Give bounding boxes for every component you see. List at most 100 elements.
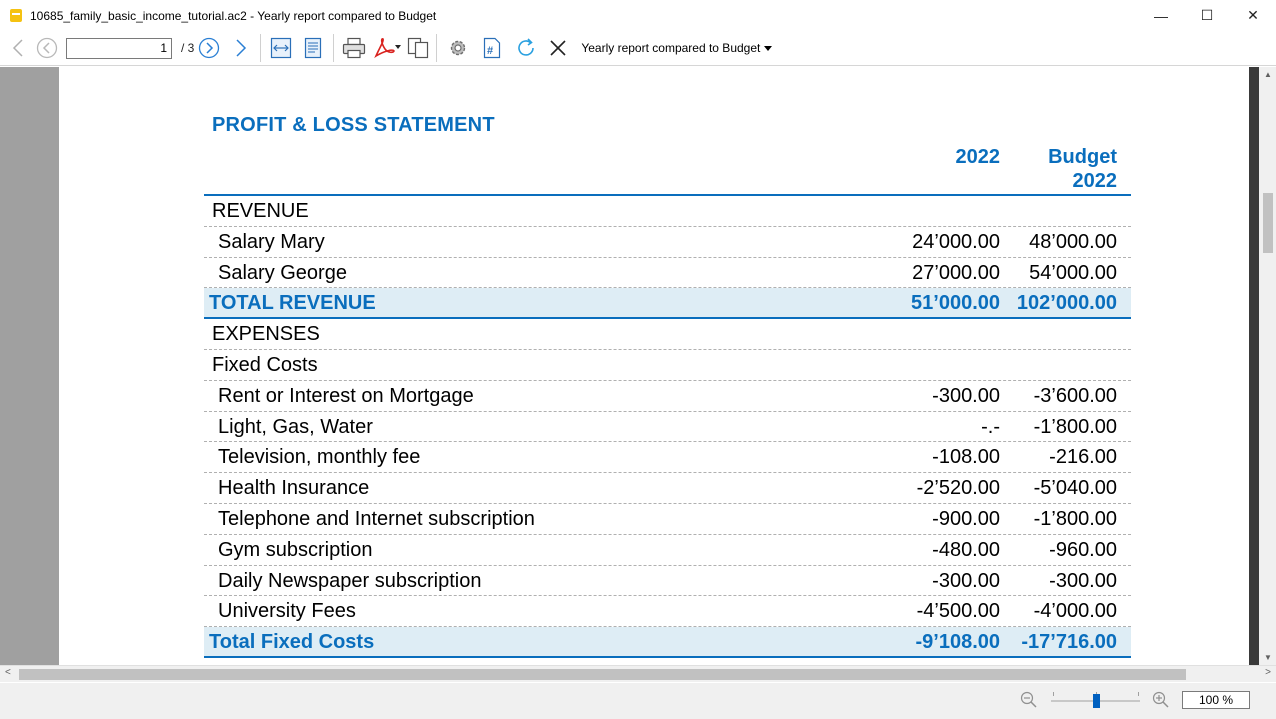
report-viewport[interactable]: PROFIT & LOSS STATEMENT 2022 Budget 2022…: [0, 67, 1276, 665]
row-label: REVENUE: [212, 200, 309, 222]
zoom-slider-thumb[interactable]: [1093, 694, 1100, 708]
row-label: Fixed Costs: [212, 353, 318, 376]
pdf-export-button[interactable]: [370, 33, 404, 63]
print-icon: [343, 37, 366, 59]
row-value-budget: 54’000.00: [1029, 261, 1117, 284]
minimize-button[interactable]: —: [1154, 7, 1168, 24]
toolbar-separator: [260, 34, 262, 62]
close-report-button[interactable]: [543, 33, 573, 63]
refresh-icon: [518, 38, 535, 56]
chevron-down-icon: [764, 45, 773, 51]
table-row: Light, Gas, Water -.- -1’800.00: [204, 412, 1131, 443]
report-selector[interactable]: Yearly report compared to Budget: [581, 41, 773, 55]
page-shadow-edge: [1249, 67, 1259, 665]
table-row: Salary George 27’000.00 54’000.00: [204, 258, 1131, 289]
horizontal-scroll-thumb[interactable]: [19, 669, 1186, 680]
report-selector-label: Yearly report compared to Budget: [581, 41, 761, 55]
table-row: Television, monthly fee -108.00 -216.00: [204, 442, 1131, 474]
column-header-2022: 2022: [955, 146, 1001, 168]
settings-button[interactable]: [441, 33, 475, 63]
zoom-slider-tick: [1053, 692, 1054, 696]
vertical-scrollbar[interactable]: ▲ ▼: [1259, 67, 1276, 665]
scroll-up-icon[interactable]: ▲: [1264, 70, 1272, 79]
row-value-2022: -108.00: [932, 446, 1000, 469]
row-value-2022: 24’000.00: [912, 230, 1000, 253]
settings-icon: [451, 40, 466, 56]
header-divider: [204, 194, 1131, 196]
row-value-budget: -216.00: [1049, 446, 1117, 469]
row-value-budget: -1’800.00: [1033, 415, 1117, 438]
row-label: Salary George: [218, 261, 347, 284]
page-number-input[interactable]: [66, 37, 172, 59]
column-header-budget-line2: 2022: [1072, 170, 1118, 192]
column-header-budget-line1: Budget: [1048, 146, 1117, 168]
print-button[interactable]: [338, 33, 370, 63]
row-value-budget: -5’040.00: [1033, 477, 1117, 500]
next-page-button[interactable]: [196, 33, 222, 63]
report-page: PROFIT & LOSS STATEMENT 2022 Budget 2022…: [59, 67, 1249, 665]
row-value-budget: -17’716.00: [1021, 631, 1117, 654]
total-row: Total Fixed Costs -9’108.00 -17’716.00: [204, 627, 1131, 658]
row-label: Gym subscription: [218, 538, 373, 561]
zoom-slider-tick: [1138, 692, 1139, 696]
group-header-row: EXPENSES: [204, 319, 1131, 350]
row-label: Light, Gas, Water: [218, 415, 373, 438]
row-label: EXPENSES: [212, 323, 320, 346]
maximize-button[interactable]: ☐: [1200, 7, 1214, 23]
row-value-2022: -900.00: [932, 507, 1000, 530]
fit-width-button[interactable]: [265, 33, 297, 63]
table-row: Salary Mary 24’000.00 48’000.00: [204, 227, 1131, 258]
hash-button[interactable]: #: [475, 33, 509, 63]
forward-button[interactable]: [226, 33, 256, 63]
row-label: Daily Newspaper subscription: [218, 569, 482, 592]
refresh-button[interactable]: [509, 33, 543, 63]
next-page-icon: [199, 37, 220, 59]
row-label: University Fees: [218, 600, 356, 623]
toolbar: / 3 # Yearly report compared to Budget: [0, 31, 1276, 66]
report-title: PROFIT & LOSS STATEMENT: [212, 114, 495, 136]
row-label: Telephone and Internet subscription: [218, 507, 535, 530]
row-value-budget: 102’000.00: [1016, 292, 1117, 315]
table-row: Telephone and Internet subscription -900.…: [204, 504, 1131, 535]
row-label: Television, monthly fee: [218, 446, 421, 469]
svg-text:#: #: [487, 45, 493, 57]
scroll-left-icon[interactable]: <: [5, 667, 11, 678]
fit-page-button[interactable]: [297, 33, 329, 63]
back-icon: [12, 39, 23, 57]
row-value-budget: -1’800.00: [1033, 507, 1117, 530]
group-header-row: Fixed Costs: [204, 350, 1131, 381]
zoom-level-field[interactable]: 100 %: [1182, 691, 1250, 709]
title-bar: 10685_family_basic_income_tutorial.ac2 -…: [0, 0, 1276, 31]
page-total: / 3: [181, 41, 195, 55]
status-bar: 100 %: [0, 683, 1276, 719]
row-value-2022: -.-: [981, 415, 1000, 438]
table-row: University Fees -4’500.00 -4’000.00: [204, 596, 1131, 628]
zoom-out-icon: [1020, 691, 1037, 708]
toolbar-separator: [436, 34, 438, 62]
window-title: 10685_family_basic_income_tutorial.ac2 -…: [30, 8, 437, 23]
vertical-scroll-thumb[interactable]: [1263, 193, 1273, 253]
table-row: Gym subscription -480.00 -960.00: [204, 535, 1131, 566]
row-value-budget: 48’000.00: [1029, 230, 1117, 253]
close-window-button[interactable]: ✕: [1247, 7, 1259, 23]
row-label: Total Fixed Costs: [209, 631, 375, 654]
toolbar-separator: [333, 34, 335, 62]
zoom-out-button[interactable]: [1020, 691, 1038, 712]
row-value-2022: -300.00: [932, 569, 1000, 592]
row-label: Rent or Interest on Mortgage: [218, 384, 474, 407]
back-button[interactable]: [4, 33, 32, 63]
row-value-2022: 27’000.00: [912, 261, 1000, 284]
row-value-2022: 51’000.00: [911, 292, 1000, 315]
first-page-button[interactable]: [32, 33, 62, 63]
table-row: Daily Newspaper subscription -300.00 -300.…: [204, 566, 1131, 597]
zoom-in-button[interactable]: [1152, 691, 1170, 712]
row-label: Salary Mary: [218, 230, 325, 253]
fit-page-icon: [305, 37, 322, 59]
horizontal-scrollbar[interactable]: < >: [0, 665, 1276, 682]
scroll-right-icon[interactable]: >: [1265, 667, 1271, 678]
window-controls: — ☐ ✕: [1138, 0, 1276, 31]
app-icon: [10, 9, 22, 22]
scroll-down-icon[interactable]: ▼: [1264, 653, 1272, 662]
pdf-icon: [374, 38, 402, 59]
copy-button[interactable]: [404, 33, 432, 63]
